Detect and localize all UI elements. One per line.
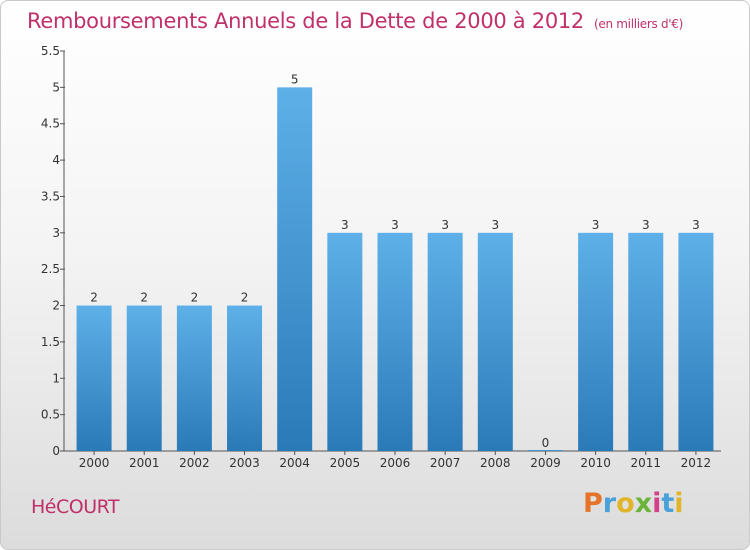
y-tick-label: 5.5 <box>41 44 60 58</box>
bar-2010 <box>578 232 614 451</box>
bar-2004 <box>277 87 313 451</box>
bar-2005 <box>327 232 363 451</box>
data-label-2012: 3 <box>692 218 700 232</box>
bar-2011 <box>628 232 664 451</box>
x-tick-label: 2003 <box>229 456 260 470</box>
y-tick-label: 0.5 <box>41 408 60 422</box>
x-tick-label: 2004 <box>279 456 310 470</box>
data-label-2003: 2 <box>241 291 249 305</box>
x-tick-label: 2008 <box>480 456 511 470</box>
bar-2002 <box>176 305 212 451</box>
x-tick-label: 2005 <box>330 456 361 470</box>
bar-2003 <box>227 305 263 451</box>
chart-title-text: Remboursements Annuels de la Dette de 20… <box>27 9 584 33</box>
bar-2000 <box>76 305 112 451</box>
y-tick-label: 2 <box>52 299 60 313</box>
bar-2006 <box>377 232 413 451</box>
y-tick-label: 5 <box>52 80 60 94</box>
bars <box>76 87 714 451</box>
bar-2009 <box>527 450 563 451</box>
x-tick-label: 2009 <box>530 456 561 470</box>
y-tick-label: 3 <box>52 226 60 240</box>
y-tick-label: 2.5 <box>41 262 60 276</box>
x-tick-label: 2010 <box>580 456 611 470</box>
y-tick-label: 0 <box>52 444 60 458</box>
x-tick-label: 2002 <box>179 456 210 470</box>
x-tick-label: 2000 <box>79 456 110 470</box>
y-tick-label: 4 <box>52 153 60 167</box>
data-label-2002: 2 <box>191 291 199 305</box>
chart-unit: (en milliers d'€) <box>594 17 684 31</box>
proxiti-logo: Proxiti <box>583 488 684 519</box>
data-label-2007: 3 <box>441 218 449 232</box>
y-tick-label: 4.5 <box>41 117 60 131</box>
data-label-2006: 3 <box>391 218 399 232</box>
x-tick-label: 2012 <box>681 456 712 470</box>
x-tick-label: 2007 <box>430 456 461 470</box>
y-tick-label: 1 <box>52 371 60 385</box>
data-label-2010: 3 <box>592 218 600 232</box>
data-label-2008: 3 <box>491 218 499 232</box>
data-labels: 2 2 2 2 5 3 3 3 3 0 3 3 3 <box>90 72 699 450</box>
data-label-2011: 3 <box>642 218 650 232</box>
y-tick-label: 3.5 <box>41 189 60 203</box>
bar-2001 <box>126 305 162 451</box>
y-tick-label: 1.5 <box>41 335 60 349</box>
data-label-2009: 0 <box>542 436 550 450</box>
x-tick-label: 2001 <box>129 456 160 470</box>
commune-name: HéCOURT <box>31 496 120 518</box>
data-label-2005: 3 <box>341 218 349 232</box>
bar-2007 <box>427 232 463 451</box>
bar-2012 <box>678 232 714 451</box>
x-tick-label: 2006 <box>380 456 411 470</box>
data-label-2001: 2 <box>140 291 148 305</box>
x-axis: 2000 2001 2002 2003 2004 2005 2006 2007 2008 2009… <box>64 450 721 470</box>
chart-title: Remboursements Annuels de la Dette de 20… <box>27 9 683 33</box>
data-label-2004: 5 <box>291 72 299 86</box>
bar-2008 <box>477 232 513 451</box>
y-axis: 0 0.5 1 1.5 2 2.5 3 3.5 4 4.5 5 5.5 <box>41 44 65 458</box>
x-tick-label: 2011 <box>630 456 661 470</box>
data-label-2000: 2 <box>90 291 98 305</box>
